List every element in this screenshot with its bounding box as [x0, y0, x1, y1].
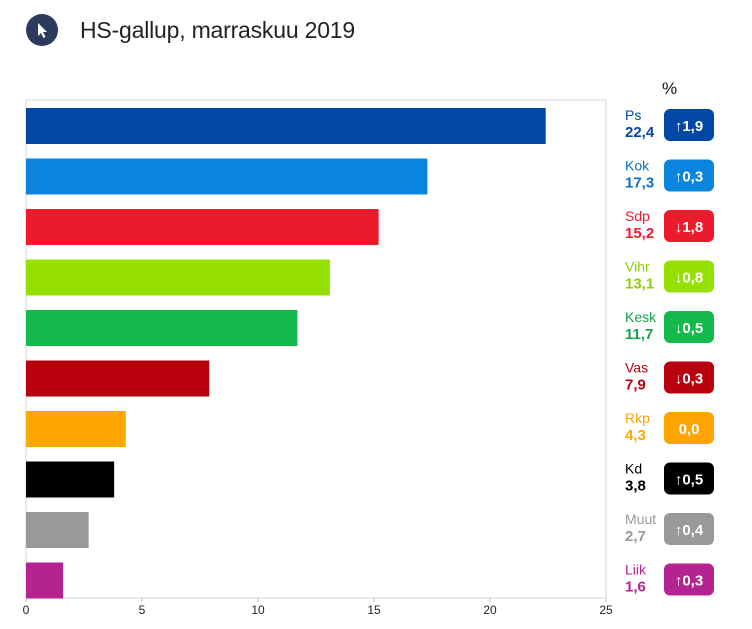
bar-sdp — [26, 209, 379, 245]
party-name-label: Sdp — [625, 208, 650, 224]
change-badge — [664, 109, 714, 141]
party-name-label: Liik — [625, 562, 647, 578]
party-name-label: Rkp — [625, 410, 650, 426]
value-label: 15,2 — [625, 225, 654, 242]
change-badge — [664, 563, 714, 596]
x-tick-label: 10 — [251, 603, 265, 617]
change-badge — [664, 159, 714, 192]
bar-muut — [26, 512, 89, 548]
x-tick-label: 5 — [139, 603, 146, 617]
value-label: 7,9 — [625, 377, 646, 394]
party-name-label: Muut — [625, 511, 656, 527]
value-label: 13,1 — [625, 276, 654, 293]
party-name-label: Vihr — [625, 259, 650, 275]
bar-vas — [26, 360, 210, 397]
value-label: 2,7 — [625, 528, 646, 545]
party-name-label: Vas — [625, 360, 648, 376]
change-label: ↑1,9 — [675, 118, 703, 135]
x-tick-label: 15 — [367, 603, 381, 617]
change-badge — [664, 311, 714, 343]
x-tick-label: 0 — [23, 603, 30, 617]
change-badge — [664, 260, 714, 293]
change-label: 0,0 — [679, 421, 700, 438]
value-label: 11,7 — [625, 326, 653, 343]
bar-rkp — [26, 411, 126, 447]
bar-kesk — [26, 310, 298, 346]
change-label: ↑0,4 — [675, 522, 704, 539]
party-name-label: Kd — [625, 461, 642, 477]
value-label: 3,8 — [625, 478, 646, 495]
change-badge — [664, 513, 714, 545]
value-label: 22,4 — [625, 124, 655, 141]
x-tick-label: 20 — [483, 603, 497, 617]
change-label: ↓1,8 — [675, 219, 703, 236]
bar-kok — [26, 158, 428, 195]
party-name-label: Kok — [625, 158, 650, 174]
change-badge — [664, 462, 714, 495]
bar-vihr — [26, 259, 330, 296]
plot-frame — [25, 99, 607, 599]
party-name-label: Kesk — [625, 309, 657, 325]
change-label: ↓0,5 — [675, 320, 703, 337]
party-name-label: Ps — [625, 107, 641, 123]
chart-title: HS-gallup, marraskuu 2019 — [80, 17, 355, 43]
value-label: 1,6 — [625, 579, 646, 596]
change-badge — [664, 361, 714, 394]
change-label: ↓0,8 — [675, 270, 703, 287]
bar-ps — [26, 108, 546, 144]
value-label: 17,3 — [625, 175, 654, 192]
x-tick-label: 25 — [599, 603, 613, 617]
change-label: ↑0,3 — [675, 573, 703, 590]
percent-header: % — [662, 79, 678, 98]
value-label: 4,3 — [625, 427, 646, 444]
bar-kd — [26, 461, 115, 498]
change-label: ↓0,3 — [675, 371, 703, 388]
cursor-arrow-icon[interactable] — [26, 14, 58, 46]
change-badge — [664, 412, 714, 444]
change-label: ↑0,5 — [675, 472, 703, 489]
change-badge — [664, 210, 714, 242]
bar-liik — [26, 562, 64, 599]
change-label: ↑0,3 — [675, 169, 703, 186]
